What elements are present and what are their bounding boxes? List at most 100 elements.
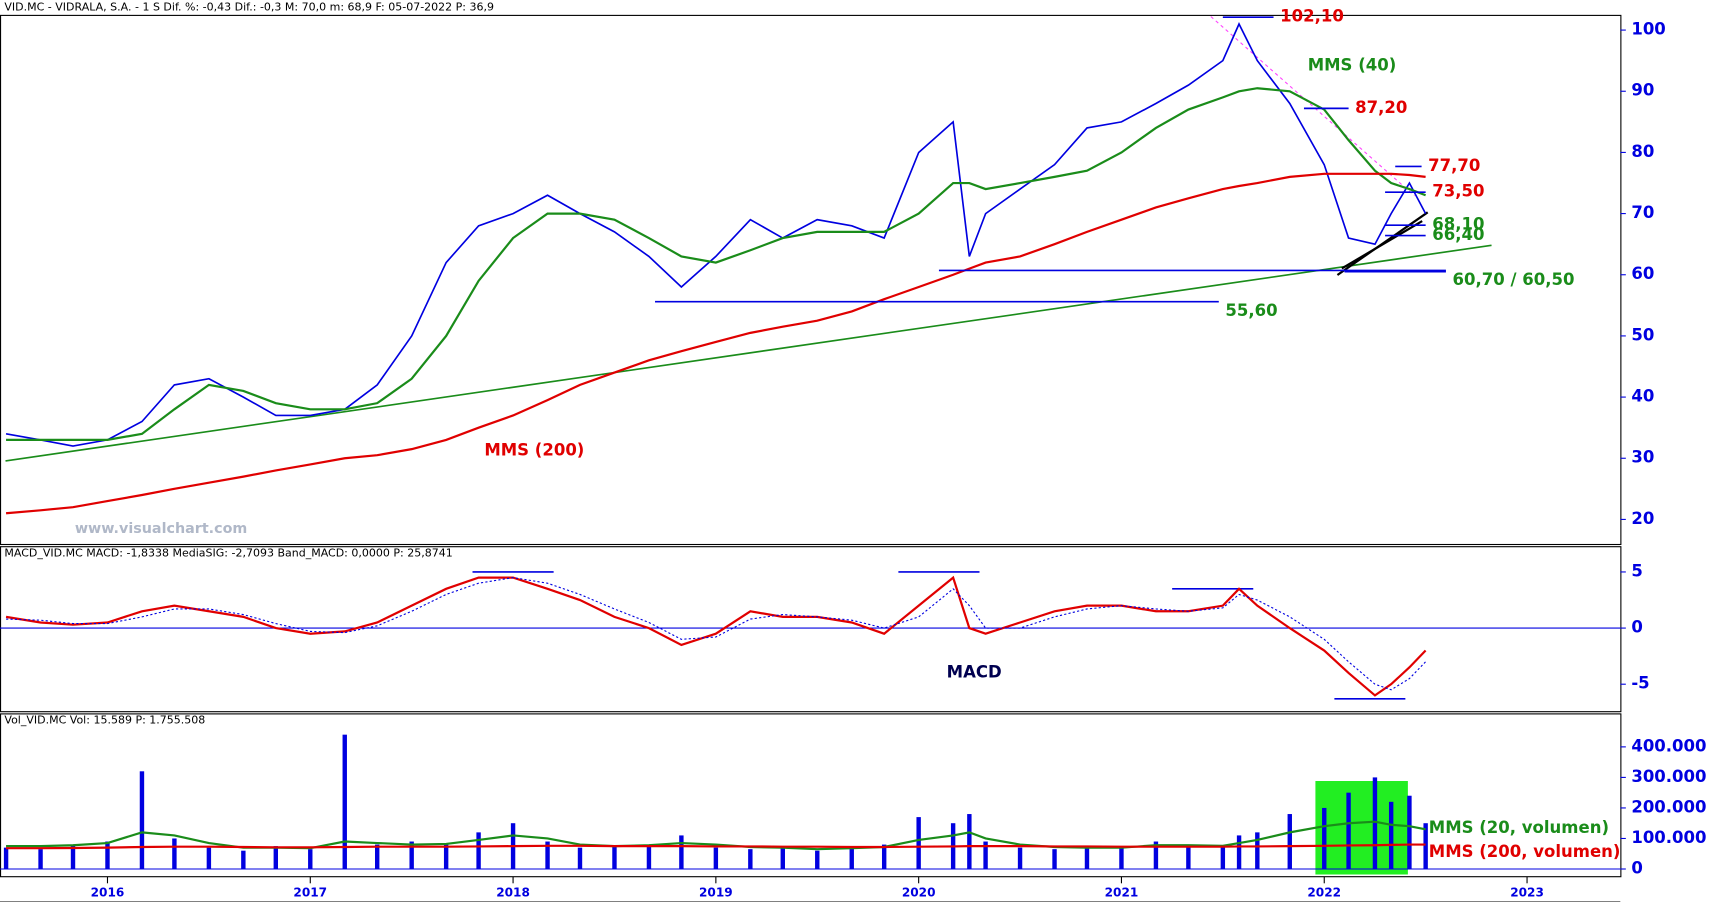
series-label: MMS (200) [484,441,584,460]
volume-bar [172,838,177,870]
x-tick-label: 2019 [699,886,733,900]
volume-bar [342,734,347,870]
volume-bar [1407,795,1412,870]
y-tick-label: 30 [1631,448,1654,467]
level-label: 60,70 / 60,50 [1453,270,1575,289]
macd-label: MACD [947,663,1002,682]
support-trendline [5,244,1492,462]
volume-bar [105,841,110,870]
x-tick-label: 2018 [496,886,530,900]
price-header: VID.MC - VIDRALA, S.A. - 1 S Dif. %: -0,… [4,1,494,14]
x-tick-label: 2023 [1510,886,1544,900]
x-tick-label: 2021 [1105,886,1139,900]
volume-bar [679,835,684,870]
y-tick-label: 100.000 [1631,828,1706,847]
series-line [6,87,1426,441]
volume-bar [1119,847,1124,870]
volume-bar [967,814,972,870]
y-tick-label: 400.000 [1631,736,1706,755]
level-label: 68,10 [1432,215,1484,234]
volume-bar [206,847,212,870]
level-label: 55,60 [1225,301,1277,320]
x-tick-label: 2022 [1307,886,1341,900]
volume-bar [241,850,246,870]
channel-line [1341,220,1423,270]
watermark: www.visualchart.com [75,521,247,537]
y-tick-label: 20 [1631,509,1654,528]
volume-bar [1346,792,1351,870]
volume-bar [916,817,921,870]
level-label: 87,20 [1355,98,1407,117]
volume-bar [1388,801,1394,870]
level-label: 102,10 [1280,7,1344,26]
volume-bar [308,849,313,870]
y-tick-label: 90 [1631,81,1654,100]
series-label: MMS (200, volumen) [1429,842,1621,861]
volume-bar [1236,835,1242,870]
volume-bar [881,844,887,870]
volume-bar [1372,777,1378,870]
x-tick-label: 2016 [91,886,125,900]
y-tick-label: 0 [1631,618,1642,637]
y-tick-label: 70 [1631,203,1654,222]
y-tick-label: 50 [1631,325,1654,344]
volume-bar [1017,847,1023,870]
volume-bar [1322,807,1327,870]
volume-bar [1153,841,1159,870]
resistance-trendline [1210,16,1415,197]
y-tick-label: 40 [1631,387,1654,406]
volume-bar [748,849,753,870]
volume-bar [1084,846,1090,870]
y-tick-label: 200.000 [1631,797,1706,816]
y-tick-label: 0 [1631,859,1642,878]
volume-header: Vol_VID.MC Vol: 15.589 P: 1.755.508 [4,714,205,727]
y-tick-label: 100 [1631,20,1665,39]
volume-bar [476,832,481,870]
volume-bar [70,844,76,870]
volume-bar [1423,823,1428,870]
volume-bar [374,844,380,870]
series-label: MMS (20, volumen) [1429,818,1609,837]
volume-bar [3,847,9,870]
volume-bar [273,846,279,870]
volume-bar [849,847,854,870]
y-tick-label: 60 [1631,264,1654,283]
volume-bar [815,850,820,870]
x-tick-label: 2020 [902,886,936,900]
series-line [6,843,1426,850]
volume-bar [38,849,43,870]
volume-bar [545,841,550,870]
level-label: 73,50 [1432,182,1484,201]
series-line [6,577,1426,691]
y-tick-label: 300.000 [1631,767,1706,786]
volume-bar [983,841,988,870]
macd-panel [0,546,1622,713]
y-tick-label: -5 [1631,674,1649,693]
volume-bar [577,847,583,870]
y-tick-label: 80 [1631,142,1654,161]
volume-bar [713,847,719,870]
volume-bar [1052,849,1057,870]
level-label: 77,70 [1428,156,1480,175]
x-tick-label: 2017 [293,886,327,900]
highlight-box [1315,781,1408,875]
series-line [5,172,1426,515]
volume-bar [139,771,145,870]
volume-bar [612,846,617,870]
volume-bar [1186,844,1191,870]
volume-bar [409,841,414,870]
volume-bar [443,843,449,870]
level-label: 66,40 [1432,225,1484,244]
price-panel [0,14,1622,546]
volume-bar [780,846,785,870]
volume-bar [1255,832,1260,870]
volume-bar [1220,846,1226,870]
series-line [5,575,1427,697]
volume-panel [0,713,1622,878]
y-tick-label: 5 [1631,561,1642,580]
macd-header: MACD_VID.MC MACD: -1,8338 MediaSIG: -2,7… [4,546,452,559]
series-label: MMS (40) [1308,56,1397,75]
volume-bar [1287,814,1292,870]
